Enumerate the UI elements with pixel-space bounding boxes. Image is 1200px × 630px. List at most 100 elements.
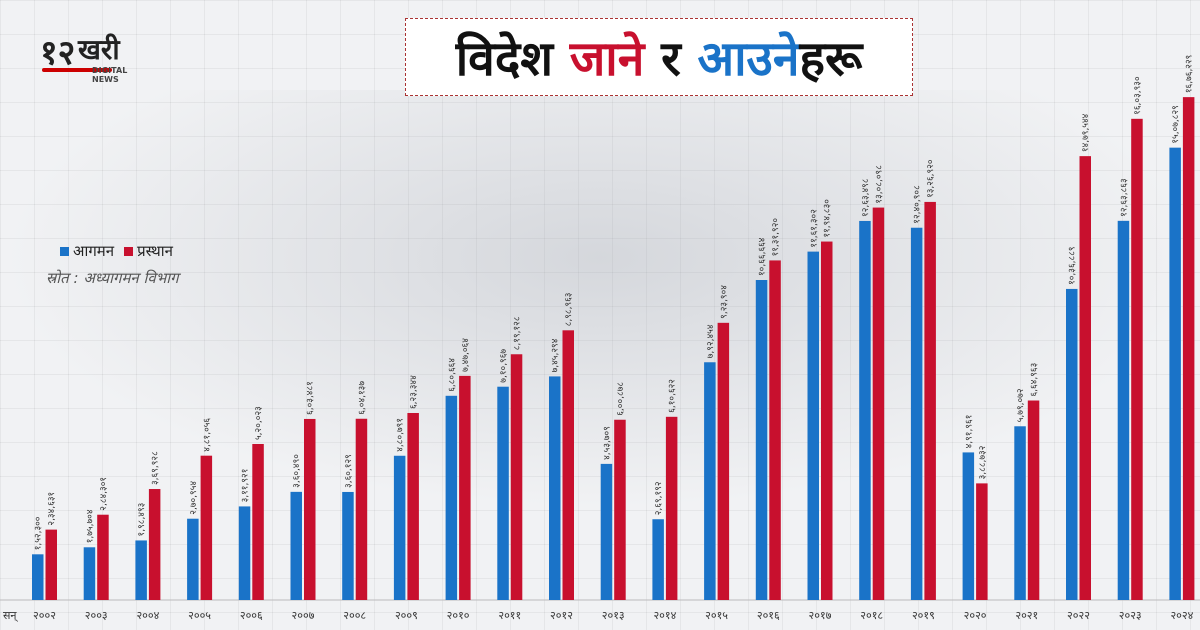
x-tick-label-5: २००७ (292, 609, 315, 622)
data-label-departure-1: २,८४,३०१ (99, 477, 109, 511)
x-tick-label-13: २०१५ (705, 609, 728, 622)
legend-item-arrival: आगमन (60, 241, 114, 261)
bar-arrival-4 (238, 506, 251, 600)
data-label-departure-16: १३,०८,०९८ (874, 165, 884, 204)
data-label-arrival-4: ३,११,९२१ (241, 469, 251, 503)
x-tick-label-2: २००४ (136, 609, 159, 622)
bar-arrival-19 (1014, 426, 1026, 600)
title-part-4: आउने (697, 30, 800, 87)
data-label-arrival-7: ४,८०,७९१ (396, 418, 406, 452)
data-label-arrival-6: ३,६०,१२९ (344, 454, 354, 488)
bar-arrival-7 (393, 455, 406, 600)
bar-arrival-2 (135, 540, 147, 600)
legend-item-departure: प्रस्थान (124, 241, 173, 261)
title-part-5: हरू (799, 30, 863, 87)
x-tick-label-3: २००५ (188, 609, 211, 622)
bar-arrival-1 (83, 547, 96, 600)
data-label-arrival-11: ४,५३,७०९ (602, 426, 612, 460)
legend-label-departure: प्रस्थान (137, 242, 173, 260)
x-tick-label-7: २००९ (395, 609, 418, 622)
data-label-departure-18: ३,८८,७३२ (978, 445, 988, 479)
bar-arrival-12 (652, 519, 664, 600)
bar-departure-2 (148, 489, 161, 600)
data-label-arrival-10: ७,४५,२९४ (551, 338, 561, 372)
x-tick-label-8: २०१० (447, 609, 470, 622)
data-label-arrival-14: १०,६६,६६४ (758, 237, 768, 276)
chart-title: विदेश जाने र आउने हरू (405, 18, 913, 96)
data-label-departure-13: ९,२३,९०४ (719, 285, 729, 319)
bar-arrival-6 (342, 491, 354, 600)
bar-departure-15 (821, 241, 833, 600)
bar-arrival-0 (32, 554, 44, 600)
bar-departure-6 (355, 418, 368, 600)
bar-departure-21 (1131, 118, 1143, 601)
bar-arrival-18 (962, 452, 975, 600)
data-label-arrival-12: २,६९,१९२ (654, 481, 664, 515)
x-tick-label-14: २०१६ (757, 609, 780, 622)
bar-arrival-14 (755, 280, 768, 600)
legend-label-arrival: आगमन (73, 242, 115, 260)
x-axis-prefix: सन् (3, 609, 19, 622)
bar-departure-8 (459, 375, 471, 600)
data-label-departure-4: ५,२०,०२३ (254, 406, 264, 440)
title-part-3: र (661, 30, 681, 87)
bar-departure-13 (717, 322, 730, 600)
bar-arrival-5 (290, 491, 302, 600)
bar-departure-5 (304, 418, 316, 600)
x-tick-label-6: २००८ (343, 609, 366, 622)
data-label-arrival-1: १,७५,७०४ (85, 509, 95, 543)
data-label-arrival-22: १५,०७,८२९ (1171, 105, 1181, 143)
data-label-departure-15: ११,९४,८३० (823, 199, 833, 238)
bar-departure-12 (665, 416, 678, 600)
bar-departure-10 (562, 330, 574, 600)
legend: आगमन प्रस्थान (60, 241, 183, 261)
bar-departure-0 (45, 529, 57, 600)
data-label-arrival-2: १,९८,४९३ (137, 503, 147, 537)
bar-arrival-8 (445, 395, 458, 600)
data-label-departure-0: २,३४,६३१ (47, 492, 57, 526)
bar-departure-22 (1182, 97, 1195, 601)
data-label-arrival-19: ५,७९,०७२ (1016, 388, 1026, 422)
data-label-departure-2: ३,६९,९२८ (151, 451, 161, 485)
data-label-departure-22: १६,७६,२२९ (1185, 55, 1195, 93)
data-label-departure-19: ६,६४,९६३ (1030, 363, 1040, 397)
logo-word: खरी (78, 33, 120, 66)
bar-departure-17 (924, 201, 936, 600)
data-label-arrival-8: ६,८०,६६४ (447, 358, 457, 392)
x-tick-label-11: २०१३ (602, 609, 625, 622)
bar-departure-9 (510, 354, 523, 600)
bar-arrival-20 (1066, 288, 1078, 600)
x-tick-label-9: २०११ (498, 609, 521, 622)
bar-arrival-3 (187, 518, 199, 600)
logo: १२ खरी DIGITAL NEWS (40, 28, 150, 84)
bar-departure-16 (872, 207, 885, 600)
x-tick-label-1: २००३ (85, 609, 108, 622)
title-part-1: विदेश (455, 30, 553, 87)
data-label-arrival-5: ३,६०,४९० (292, 454, 302, 488)
bar-departure-7 (407, 412, 419, 600)
x-tick-label-0: २००२ (33, 609, 56, 622)
x-tick-label-19: २०२१ (1015, 609, 1038, 622)
data-label-departure-3: ४,८१,०५६ (202, 418, 212, 452)
data-label-departure-7: ६,२३,३४४ (409, 375, 419, 409)
background-photo (0, 90, 1200, 510)
data-label-arrival-20: १०,३६,८८९ (1068, 246, 1078, 284)
data-label-departure-20: १४,७९,५४४ (1081, 113, 1091, 152)
data-label-departure-6: ६,०४,१३७ (357, 381, 367, 415)
bar-departure-3 (200, 455, 213, 600)
bar-arrival-15 (807, 251, 819, 600)
data-label-arrival-0: १,५२,३०० (34, 516, 44, 550)
logo-subtitle: DIGITAL NEWS (92, 66, 128, 84)
data-label-departure-14: ११,३१,९२० (771, 218, 781, 257)
x-tick-label-21: २०२३ (1119, 609, 1142, 622)
data-label-departure-10: ८,९८,९६३ (564, 292, 574, 326)
bar-departure-20 (1079, 156, 1091, 601)
x-tick-label-12: २०१४ (653, 609, 676, 622)
bar-arrival-17 (910, 227, 923, 600)
data-label-arrival-16: १२,६३,४९८ (861, 178, 871, 217)
data-label-arrival-9: ७,१०,९६७ (499, 349, 509, 383)
data-label-arrival-17: १२,४०,९०८ (913, 185, 923, 224)
data-label-departure-11: ६,००,८७८ (616, 382, 626, 416)
title-part-2: जाने (569, 30, 645, 87)
